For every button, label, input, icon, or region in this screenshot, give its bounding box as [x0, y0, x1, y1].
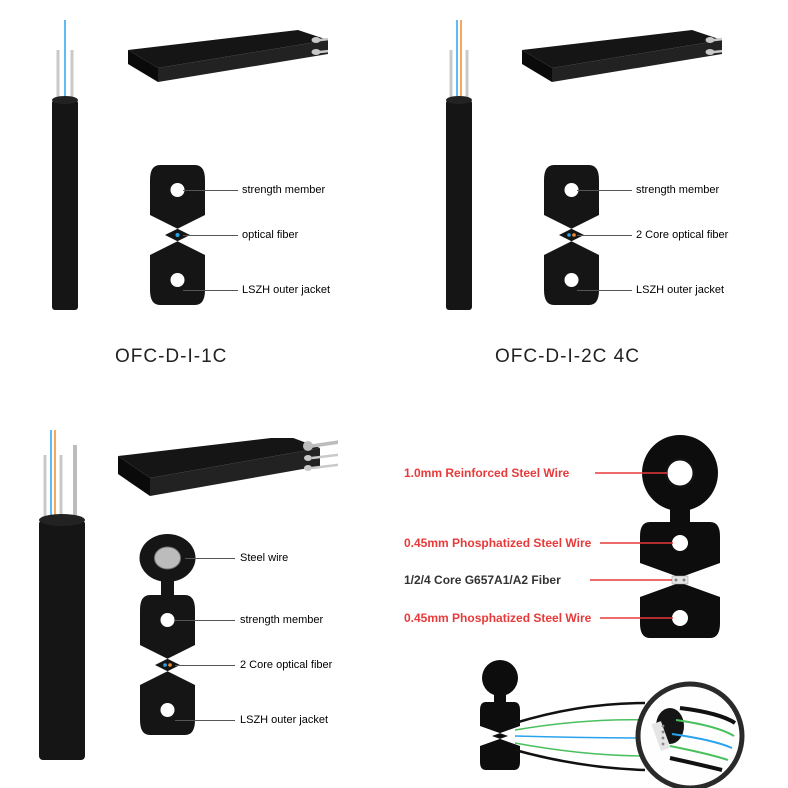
- leader-tl-2: [183, 235, 238, 236]
- cable-side-bl: [15, 430, 115, 770]
- panel-top-left: strength member optical fiber LSZH outer…: [0, 0, 394, 360]
- panel-top-right: strength member 2 Core optical fiber LSZ…: [394, 0, 788, 360]
- leader-tr-3: [577, 290, 632, 291]
- leader-tl-1: [183, 190, 238, 191]
- leader-bl-2: [175, 665, 235, 666]
- label-tl-jacket: LSZH outer jacket: [242, 284, 330, 296]
- label-tl-strength: strength member: [242, 184, 325, 196]
- cable-3d-tl: [128, 30, 328, 110]
- label-br-3: 1/2/4 Core G657A1/A2 Fiber: [404, 573, 561, 587]
- caption-tr: OFC-D-I-2C 4C: [495, 346, 640, 368]
- label-tr-fiber: 2 Core optical fiber: [636, 229, 728, 241]
- panel-bottom-right: 1.0mm Reinforced Steel Wire 0.45mm Phosp…: [394, 420, 788, 782]
- cable-magnifier-br: [400, 648, 780, 788]
- label-br-1: 1.0mm Reinforced Steel Wire: [404, 466, 569, 480]
- leader-tr-1: [577, 190, 632, 191]
- label-bl-jacket: LSZH outer jacket: [240, 714, 328, 726]
- leader-tr-2: [577, 235, 632, 236]
- leader-tl-3: [183, 290, 238, 291]
- label-tl-fiber: optical fiber: [242, 229, 298, 241]
- label-bl-steel: Steel wire: [240, 552, 288, 564]
- label-tr-jacket: LSZH outer jacket: [636, 284, 724, 296]
- caption-tl: OFC-D-I-1C: [115, 346, 227, 368]
- cable-3d-tr: [522, 30, 722, 110]
- cross-section-tr: [529, 160, 649, 320]
- leader-bl-1: [175, 620, 235, 621]
- label-br-2: 0.45mm Phosphatized Steel Wire: [404, 536, 591, 550]
- cross-section-tl: [135, 160, 255, 320]
- label-tr-strength: strength member: [636, 184, 719, 196]
- cable-3d-bl: [118, 438, 338, 528]
- label-bl-fiber: 2 Core optical fiber: [240, 659, 332, 671]
- cable-side-tl: [30, 20, 110, 320]
- cross-section-bl: [125, 530, 245, 760]
- cable-side-tr: [424, 20, 504, 320]
- leader-bl-0: [185, 558, 235, 559]
- panel-bottom-left: Steel wire strength member 2 Core optica…: [0, 420, 394, 782]
- label-bl-strength: strength member: [240, 614, 323, 626]
- leader-bl-3: [175, 720, 235, 721]
- label-br-4: 0.45mm Phosphatized Steel Wire: [404, 611, 591, 625]
